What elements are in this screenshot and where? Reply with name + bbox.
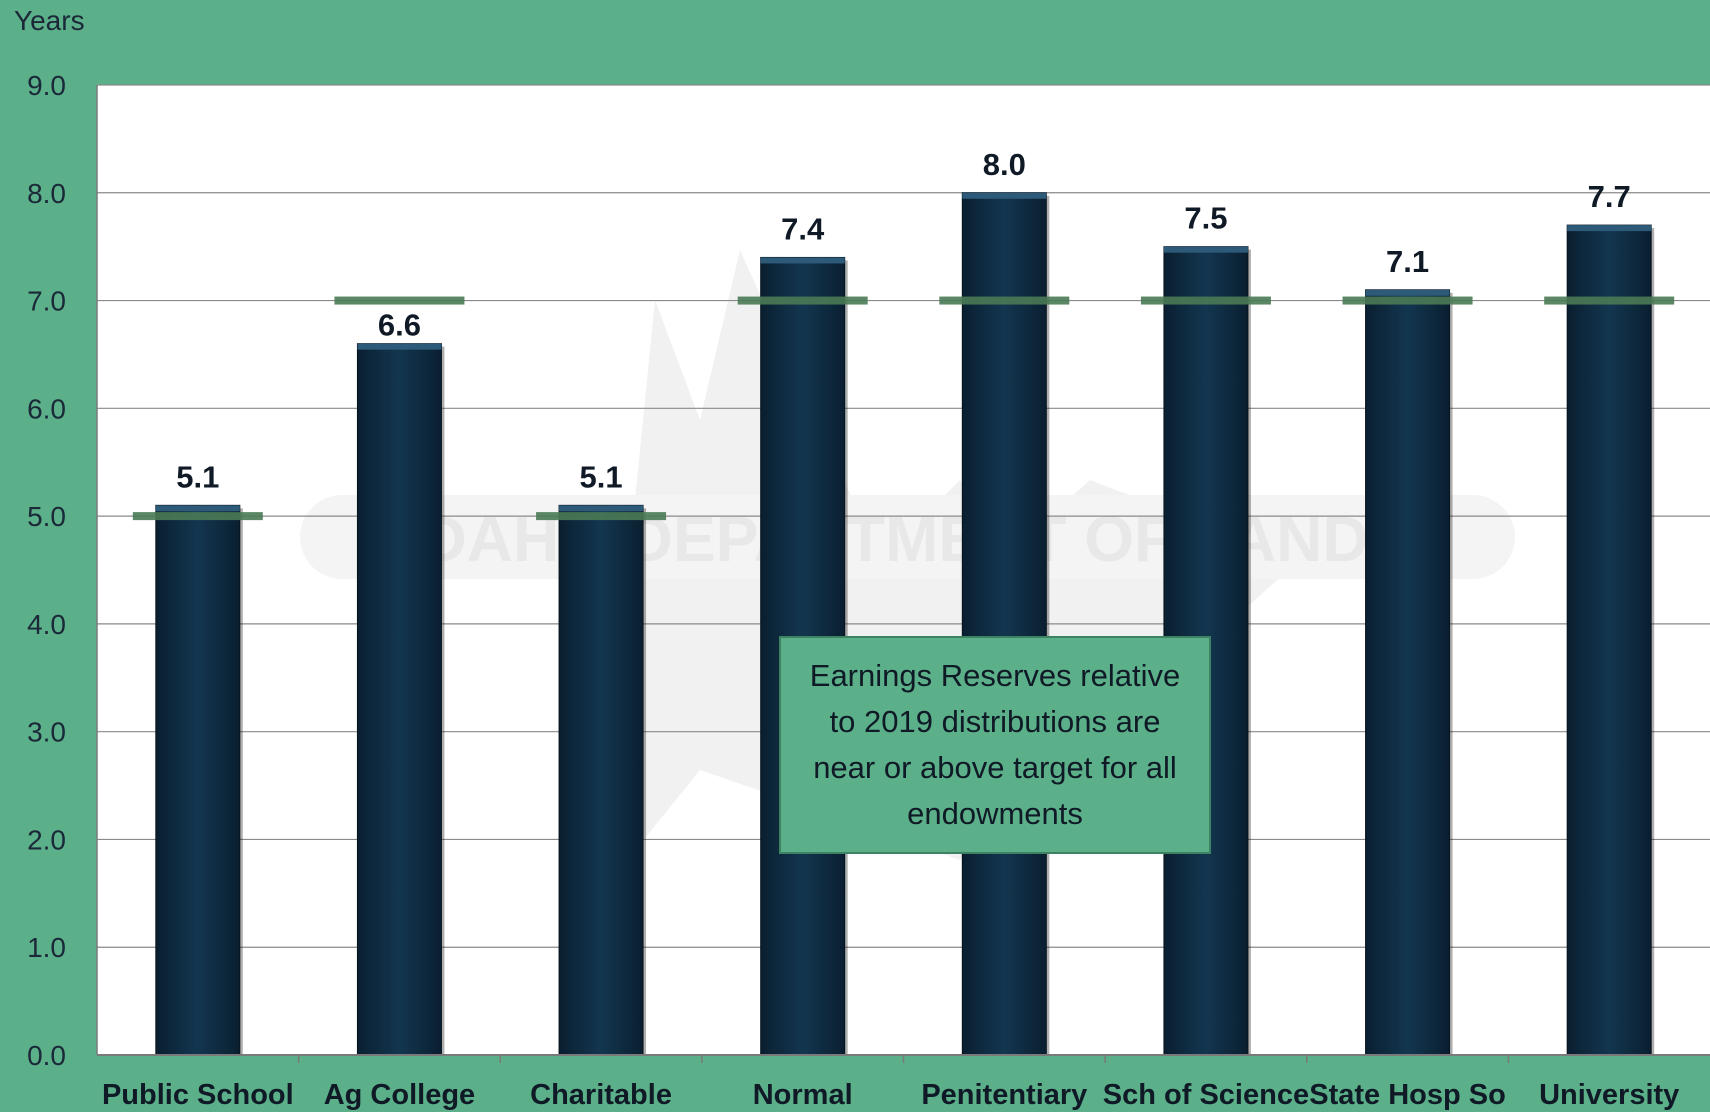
- target-marker: [334, 296, 465, 305]
- x-tick-label: State Hosp So: [1309, 1079, 1506, 1111]
- bar-highlight: [1567, 225, 1652, 232]
- y-tick-label: 1.0: [27, 932, 66, 963]
- bar-highlight: [357, 343, 442, 350]
- data-label: 7.4: [781, 211, 825, 246]
- data-label: 7.5: [1184, 201, 1227, 236]
- x-tick-labels: Public School Ag College Charitable Normal P…: [102, 1079, 1679, 1111]
- target-marker: [1544, 296, 1675, 305]
- data-label: 7.1: [1386, 244, 1429, 279]
- bar-highlight: [155, 505, 240, 512]
- y-tick-label: 9.0: [27, 70, 66, 101]
- annotation-text: Earnings Reserves relative to 2019 distr…: [809, 658, 1181, 831]
- y-tick-label: 8.0: [27, 178, 66, 209]
- axes: [96, 85, 1710, 1063]
- y-tick-label: 3.0: [27, 717, 66, 748]
- bar-highlight: [962, 192, 1047, 199]
- data-labels: 5.1 6.6 5.1 7.4 8.0 7.5 7.1 7.7: [176, 147, 1630, 495]
- bar-highlight: [760, 257, 845, 264]
- y-tick-label: 2.0: [27, 824, 66, 855]
- bars: [155, 192, 1655, 1056]
- bar: [155, 504, 241, 1056]
- target-markers: [132, 296, 1675, 521]
- data-label: 6.6: [378, 308, 421, 343]
- y-tick-label: 7.0: [27, 286, 66, 317]
- target-marker: [939, 296, 1070, 305]
- bar-highlight: [1365, 289, 1450, 296]
- y-tick-label: 0.0: [27, 1040, 66, 1071]
- target-marker: [132, 512, 263, 521]
- bar: [558, 504, 644, 1056]
- target-marker: [536, 512, 667, 521]
- bar: [961, 192, 1047, 1056]
- x-tick-label: Charitable: [530, 1079, 672, 1111]
- target-marker: [1140, 296, 1271, 305]
- annotation-box: Earnings Reserves relative to 2019 distr…: [779, 636, 1211, 854]
- y-tick-label: 6.0: [27, 393, 66, 424]
- data-label: 5.1: [580, 459, 623, 494]
- y-tick-label: 5.0: [27, 501, 66, 532]
- bar: [356, 343, 442, 1056]
- target-marker: [737, 296, 868, 305]
- x-tick-label: Public School: [102, 1079, 294, 1111]
- y-tick-labels: 0.0 1.0 2.0 3.0 4.0 5.0 6.0 7.0 8.0 9.0: [27, 70, 66, 1071]
- bar: [1566, 224, 1652, 1056]
- data-label: 5.1: [176, 459, 219, 494]
- data-label: 7.7: [1588, 179, 1631, 214]
- x-tick-label: Ag College: [324, 1079, 475, 1111]
- bar-highlight: [1163, 246, 1248, 253]
- x-tick-label: University: [1539, 1079, 1679, 1111]
- x-tick-label: Normal: [753, 1079, 853, 1111]
- y-tick-label: 4.0: [27, 609, 66, 640]
- bar-highlight: [559, 505, 644, 512]
- x-tick-label: Sch of Science: [1103, 1079, 1309, 1111]
- target-marker: [1342, 296, 1473, 305]
- y-axis-title: Years: [14, 5, 85, 36]
- bar: [1365, 289, 1451, 1056]
- data-label: 8.0: [983, 147, 1026, 182]
- x-tick-label: Penitentiary: [921, 1079, 1087, 1111]
